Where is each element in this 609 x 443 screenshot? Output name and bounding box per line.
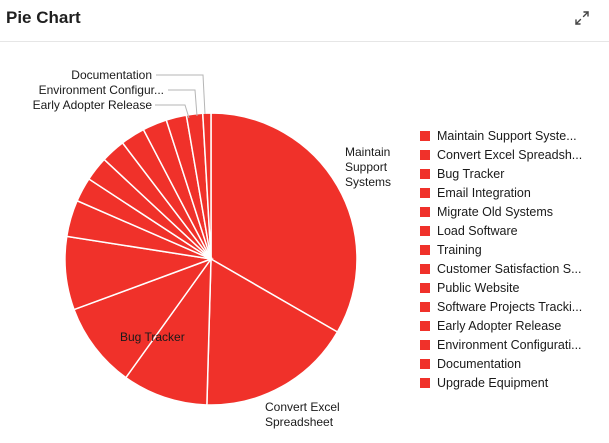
legend-label: Load Software [437, 223, 518, 238]
leader-line-early-adopter [155, 104, 190, 119]
legend-item[interactable]: Upgrade Equipment [420, 373, 590, 392]
legend-item[interactable]: Convert Excel Spreadsh... [420, 145, 590, 164]
legend-label: Upgrade Equipment [437, 375, 549, 390]
slice-label-environment: Environment Configur... [39, 83, 164, 97]
legend-label: Documentation [437, 356, 522, 371]
legend-swatch [420, 187, 430, 198]
legend-swatch [420, 225, 430, 236]
pie-slices [64, 112, 358, 406]
pie-slice[interactable] [201, 112, 212, 260]
legend-swatch [420, 358, 430, 369]
chart-legend: Maintain Support Syste... Convert Excel S… [420, 126, 590, 392]
legend-item[interactable]: Early Adopter Release [420, 316, 590, 335]
legend-swatch [420, 149, 430, 160]
legend-swatch [420, 168, 430, 179]
slice-label-convert-line2: Spreadsheet [265, 415, 334, 429]
slice-label-maintain-line3: Systems [345, 175, 391, 189]
slice-label-early-adopter: Early Adopter Release [33, 98, 153, 112]
legend-label: Early Adopter Release [437, 318, 562, 333]
pie-slice[interactable] [124, 256, 212, 406]
legend-label: Environment Configurati... [437, 337, 582, 352]
legend-label: Training [437, 242, 482, 257]
pie-slice[interactable] [73, 257, 214, 379]
expand-arrows-icon[interactable] [572, 8, 592, 28]
legend-swatch [420, 244, 430, 255]
legend-swatch [420, 339, 430, 350]
legend-swatch [420, 301, 430, 312]
legend-swatch [420, 263, 430, 274]
slice-label-maintain-line2: Support [345, 160, 388, 174]
leader-line-documentation [156, 74, 206, 115]
legend-item[interactable]: Environment Configurati... [420, 335, 590, 354]
slice-label-documentation: Documentation [71, 68, 152, 82]
legend-item[interactable]: Maintain Support Syste... [420, 126, 590, 145]
legend-item[interactable]: Bug Tracker [420, 164, 590, 183]
legend-swatch [420, 206, 430, 217]
legend-label: Migrate Old Systems [437, 204, 554, 219]
legend-item[interactable]: Load Software [420, 221, 590, 240]
pie-slice[interactable] [206, 257, 339, 406]
legend-item[interactable]: Migrate Old Systems [420, 202, 590, 221]
legend-label: Maintain Support Syste... [437, 128, 577, 143]
legend-swatch [420, 377, 430, 388]
card-header: Pie Chart [0, 0, 609, 42]
legend-label: Software Projects Tracki... [437, 299, 583, 314]
legend-item[interactable]: Training [420, 240, 590, 259]
leader-line-environment [168, 89, 198, 117]
legend-swatch [420, 320, 430, 331]
page-title: Pie Chart [6, 8, 81, 27]
legend-label: Customer Satisfaction S... [437, 261, 582, 276]
legend-label: Convert Excel Spreadsh... [437, 147, 583, 162]
leader-lines [155, 74, 206, 119]
legend-item[interactable]: Software Projects Tracki... [420, 297, 590, 316]
legend-swatch [420, 130, 430, 141]
legend-item[interactable]: Customer Satisfaction S... [420, 259, 590, 278]
pie-slice[interactable] [210, 112, 358, 334]
legend-label: Public Website [437, 280, 520, 295]
slice-label-maintain-line1: Maintain [345, 145, 390, 159]
legend-item[interactable]: Public Website [420, 278, 590, 297]
slice-label-convert-line1: Convert Excel [265, 400, 340, 414]
legend-swatch [420, 282, 430, 293]
legend-label: Bug Tracker [437, 166, 505, 181]
legend-item[interactable]: Documentation [420, 354, 590, 373]
legend-item[interactable]: Email Integration [420, 183, 590, 202]
legend-label: Email Integration [437, 185, 531, 200]
slice-label-bug-tracker: Bug Tracker [120, 330, 185, 344]
